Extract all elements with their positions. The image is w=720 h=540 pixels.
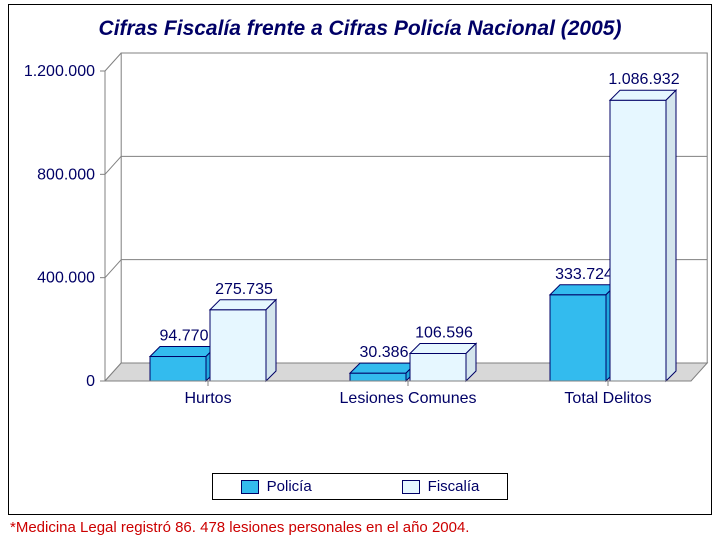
bar-side: [266, 300, 276, 381]
bar-value-label: 106.596: [415, 324, 473, 341]
bar-top: [150, 347, 216, 357]
chart-title: Cifras Fiscalía frente a Cifras Policía …: [9, 5, 711, 45]
chart-svg: 0 400.000 800.000 1.200.000 94.770 275.735 Hur…: [9, 45, 709, 421]
footnote-text: *Medicina Legal registró 86. 478 lesione…: [8, 515, 712, 538]
bar-top: [610, 90, 676, 100]
bar-front: [550, 295, 606, 381]
chart-plot-area: 0 400.000 800.000 1.200.000 94.770 275.735 Hur…: [9, 45, 711, 467]
legend-container: Policía Fiscalía: [9, 467, 711, 514]
bar-value-label: 333.724: [555, 266, 613, 283]
bar-front: [150, 357, 206, 381]
legend-swatch: [402, 480, 420, 494]
bar-top: [350, 363, 416, 373]
legend-box: Policía Fiscalía: [212, 473, 509, 500]
bar-front: [210, 310, 266, 381]
chart-frame: Cifras Fiscalía frente a Cifras Policía …: [8, 4, 712, 515]
legend-label: Policía: [267, 478, 312, 495]
bar-side: [666, 90, 676, 381]
y-tick-label: 800.000: [37, 166, 95, 183]
bar-top: [550, 285, 616, 295]
bar-front: [410, 353, 466, 381]
bar-value-label: 1.086.932: [608, 71, 679, 88]
legend-item: Fiscalía: [402, 478, 480, 495]
bar-value-label: 30.386: [360, 344, 409, 361]
legend-label: Fiscalía: [428, 478, 480, 495]
legend-item: Policía: [241, 478, 312, 495]
y-tick-label: 1.200.000: [24, 63, 95, 80]
x-category-label: Lesiones Comunes: [340, 390, 477, 407]
bar-front: [610, 100, 666, 381]
bar-value-label: 94.770: [160, 328, 209, 345]
legend-swatch: [241, 480, 259, 494]
x-category-label: Total Delitos: [564, 390, 651, 407]
page-container: Cifras Fiscalía frente a Cifras Policía …: [0, 0, 720, 540]
bar-top: [410, 343, 476, 353]
y-tick-label: 0: [86, 373, 95, 390]
x-category-label: Hurtos: [184, 390, 231, 407]
bar-front: [350, 373, 406, 381]
y-tick-label: 400.000: [37, 270, 95, 287]
bar-top: [210, 300, 276, 310]
bar-value-label: 275.735: [215, 281, 273, 298]
